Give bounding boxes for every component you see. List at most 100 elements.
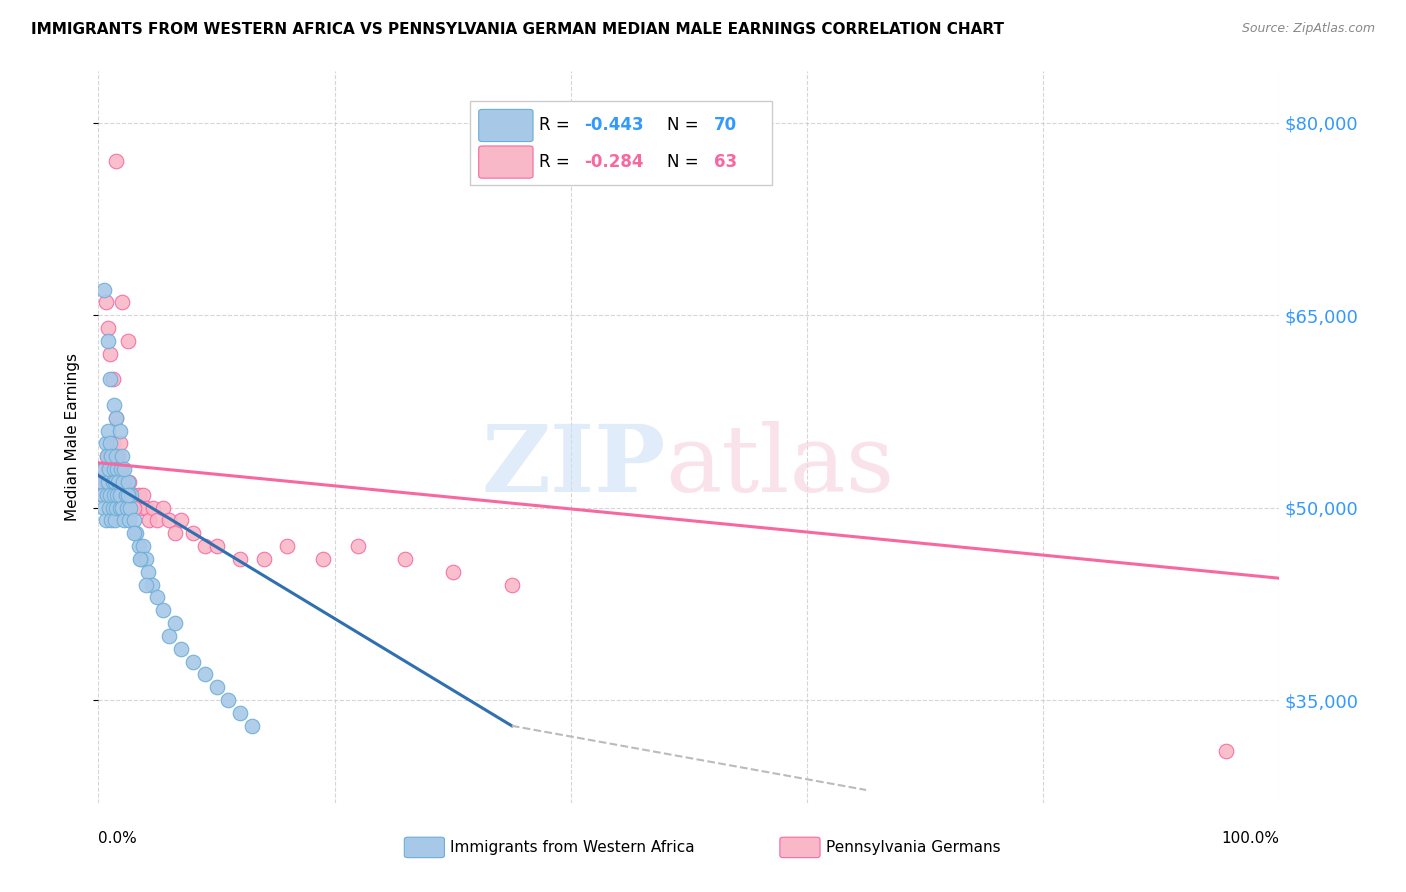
Point bbox=[112, 488, 135, 502]
Point bbox=[118, 475, 141, 489]
Text: atlas: atlas bbox=[665, 421, 894, 511]
Point bbox=[170, 514, 193, 528]
Point bbox=[97, 424, 120, 438]
Point bbox=[98, 372, 121, 386]
Point bbox=[229, 552, 252, 566]
Text: N =: N = bbox=[666, 153, 703, 171]
Point bbox=[122, 488, 145, 502]
Text: IMMIGRANTS FROM WESTERN AFRICA VS PENNSYLVANIA GERMAN MEDIAN MALE EARNINGS CORRE: IMMIGRANTS FROM WESTERN AFRICA VS PENNSY… bbox=[31, 22, 1004, 37]
Point bbox=[181, 526, 204, 541]
Text: N =: N = bbox=[666, 117, 703, 135]
Point bbox=[108, 488, 131, 502]
Point bbox=[117, 488, 139, 502]
Point bbox=[98, 450, 121, 464]
Point bbox=[96, 450, 118, 464]
Point bbox=[118, 514, 141, 528]
Point bbox=[240, 719, 263, 733]
Point bbox=[122, 500, 145, 515]
Point bbox=[165, 526, 187, 541]
Point bbox=[101, 475, 124, 489]
Point bbox=[108, 500, 131, 515]
Point bbox=[91, 475, 114, 489]
Point bbox=[105, 475, 128, 489]
Point bbox=[170, 641, 193, 656]
Point bbox=[312, 552, 335, 566]
Point bbox=[141, 577, 163, 591]
Point bbox=[103, 398, 125, 412]
Point bbox=[128, 552, 150, 566]
Point bbox=[112, 475, 135, 489]
Point bbox=[229, 706, 252, 720]
Point bbox=[117, 475, 139, 489]
Point bbox=[441, 565, 464, 579]
Text: Immigrants from Western Africa: Immigrants from Western Africa bbox=[450, 840, 695, 855]
Point bbox=[128, 488, 150, 502]
Point bbox=[135, 552, 157, 566]
FancyBboxPatch shape bbox=[471, 101, 772, 185]
Text: R =: R = bbox=[538, 117, 575, 135]
Point bbox=[101, 500, 124, 515]
Point bbox=[121, 488, 143, 502]
Point bbox=[165, 616, 187, 631]
Point bbox=[129, 500, 152, 515]
Point bbox=[117, 488, 139, 502]
Point bbox=[94, 436, 117, 450]
Point bbox=[105, 410, 128, 425]
Text: ZIP: ZIP bbox=[481, 421, 665, 511]
Point bbox=[91, 488, 114, 502]
Point bbox=[128, 539, 150, 553]
Point bbox=[98, 462, 121, 476]
Point bbox=[105, 488, 128, 502]
Point bbox=[103, 462, 125, 476]
Point bbox=[104, 462, 127, 476]
Point bbox=[129, 552, 152, 566]
Point bbox=[112, 462, 135, 476]
Point bbox=[132, 539, 155, 553]
Point bbox=[103, 475, 125, 489]
Point bbox=[110, 462, 132, 476]
Point bbox=[111, 295, 134, 310]
Text: -0.443: -0.443 bbox=[583, 117, 644, 135]
Point bbox=[107, 475, 129, 489]
Point bbox=[135, 500, 157, 515]
Point bbox=[111, 450, 134, 464]
Point bbox=[217, 693, 239, 707]
Text: 0.0%: 0.0% bbox=[98, 830, 138, 846]
Point bbox=[115, 500, 138, 515]
FancyBboxPatch shape bbox=[478, 146, 533, 178]
Point bbox=[122, 526, 145, 541]
Point bbox=[93, 500, 115, 515]
Point bbox=[157, 629, 180, 643]
Text: Source: ZipAtlas.com: Source: ZipAtlas.com bbox=[1241, 22, 1375, 36]
Point bbox=[194, 539, 217, 553]
Point bbox=[125, 500, 148, 515]
Point bbox=[91, 488, 114, 502]
Point bbox=[138, 514, 160, 528]
Point bbox=[103, 488, 125, 502]
Point bbox=[146, 591, 169, 605]
Y-axis label: Median Male Earnings: Median Male Earnings bbox=[65, 353, 80, 521]
Point bbox=[98, 475, 121, 489]
Point bbox=[105, 450, 128, 464]
Text: 100.0%: 100.0% bbox=[1222, 830, 1279, 846]
Point bbox=[100, 514, 122, 528]
Point bbox=[100, 450, 122, 464]
Point bbox=[112, 475, 135, 489]
Point bbox=[93, 283, 115, 297]
Point bbox=[118, 488, 141, 502]
Text: 63: 63 bbox=[714, 153, 737, 171]
Point bbox=[117, 334, 139, 348]
Point bbox=[98, 346, 121, 360]
Point bbox=[101, 372, 124, 386]
Point bbox=[114, 488, 136, 502]
Point bbox=[105, 488, 128, 502]
Point bbox=[96, 450, 118, 464]
Point bbox=[108, 424, 131, 438]
Point bbox=[253, 552, 276, 566]
Text: Pennsylvania Germans: Pennsylvania Germans bbox=[825, 840, 1001, 855]
Point bbox=[1215, 744, 1237, 758]
Point bbox=[104, 514, 127, 528]
Point bbox=[97, 321, 120, 335]
Point bbox=[112, 475, 135, 489]
Point bbox=[108, 436, 131, 450]
